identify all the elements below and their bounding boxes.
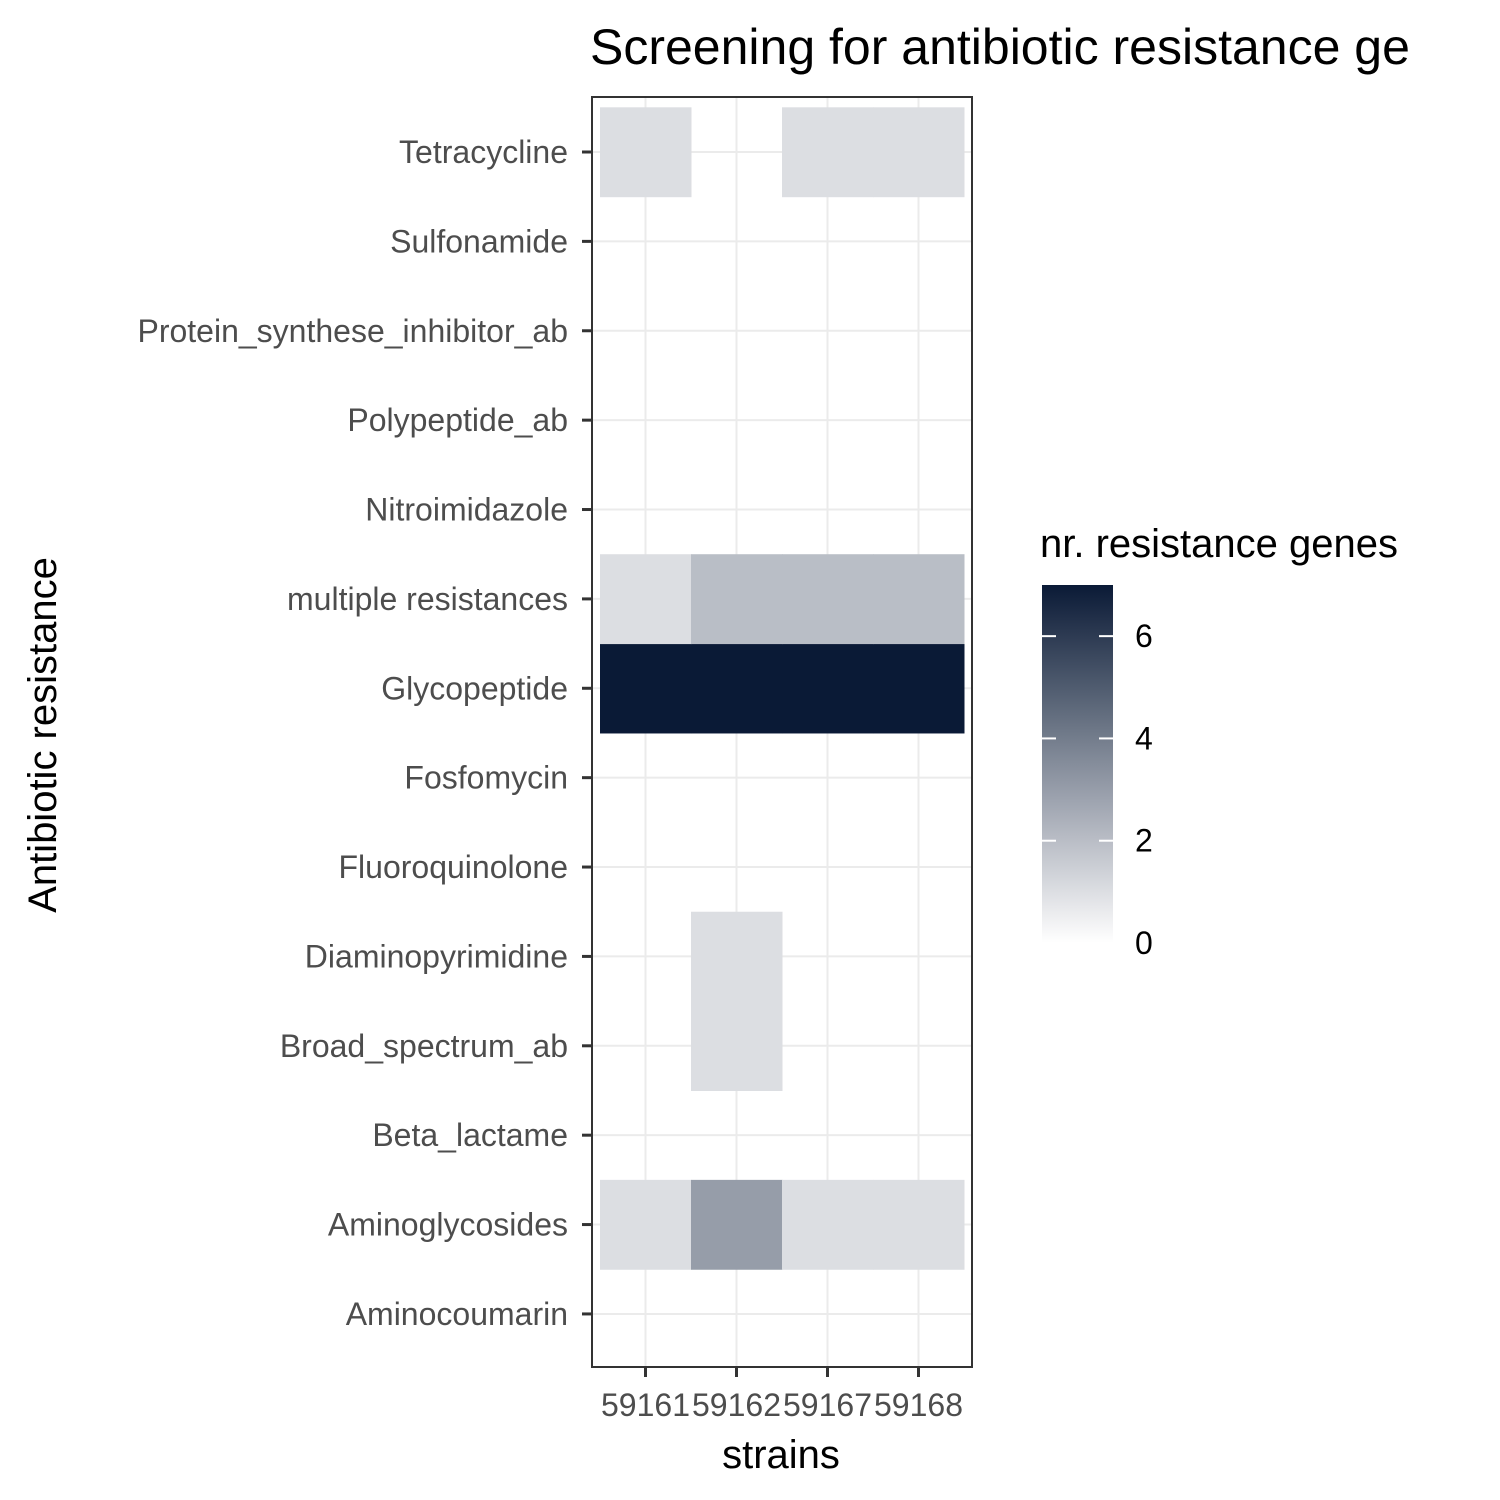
- heatmap-cell: [691, 1001, 783, 1091]
- heatmap-cell: [782, 643, 874, 734]
- legend-break-label: 4: [1135, 720, 1153, 756]
- y-tick-label: Fosfomycin: [404, 760, 568, 796]
- y-tick-label: Beta_lactame: [372, 1117, 568, 1153]
- heatmap-cell: [691, 554, 783, 645]
- heatmap-cell: [691, 1179, 783, 1270]
- legend-title: nr. resistance genes: [1040, 522, 1398, 566]
- heatmap-cell: [600, 643, 692, 734]
- y-tick-label: Glycopeptide: [381, 670, 568, 706]
- heatmap-cell: [873, 643, 965, 734]
- y-tick-label: Nitroimidazole: [365, 492, 568, 528]
- chart-title: Screening for antibiotic resistance ge: [590, 19, 1410, 75]
- legend-break-label: 6: [1135, 618, 1153, 654]
- heatmap-cells: [600, 107, 965, 1270]
- y-tick-label: Aminocoumarin: [346, 1296, 568, 1332]
- heatmap-cell: [782, 1179, 874, 1270]
- y-tick-label: Polypeptide_ab: [347, 402, 568, 438]
- y-tick-label: Aminoglycosides: [328, 1207, 568, 1243]
- heatmap-cell: [782, 554, 874, 645]
- legend-break-label: 2: [1135, 823, 1153, 859]
- heatmap-cell: [691, 911, 783, 1002]
- x-axis: 59161 59162 59167 59168: [601, 1367, 963, 1423]
- heatmap-cell: [600, 1179, 692, 1270]
- color-legend: nr. resistance genes 0 2 4 6: [1040, 522, 1398, 961]
- heatmap-cell: [691, 643, 783, 734]
- panel-border: [591, 96, 973, 1368]
- heatmap-cell: [600, 107, 692, 198]
- y-axis: Aminocoumarin Aminoglycosides Beta_lactame…: [137, 134, 592, 1332]
- x-tick-label: 59161: [601, 1387, 690, 1423]
- y-tick-label: Diaminopyrimidine: [305, 938, 568, 974]
- y-tick-label: Broad_spectrum_ab: [280, 1028, 568, 1064]
- legend-break-label: 0: [1135, 925, 1153, 961]
- y-tick-label: Tetracycline: [399, 134, 568, 170]
- y-tick-label: Fluoroquinolone: [339, 849, 569, 885]
- y-tick-label: multiple resistances: [287, 581, 568, 617]
- x-tick-label: 59168: [874, 1387, 963, 1423]
- heatmap-cell: [873, 107, 965, 198]
- heatmap-cell: [873, 554, 965, 645]
- heatmap-cell: [600, 554, 692, 645]
- x-axis-title: strains: [722, 1433, 840, 1477]
- y-tick-label: Sulfonamide: [390, 223, 568, 259]
- x-tick-label: 59162: [692, 1387, 781, 1423]
- heatmap-cell: [873, 1179, 965, 1270]
- y-tick-label: Protein_synthese_inhibitor_ab: [137, 313, 568, 349]
- legend-colorbar: [1042, 585, 1113, 943]
- heatmap-cell: [782, 107, 874, 198]
- x-tick-label: 59167: [783, 1387, 872, 1423]
- y-axis-title: Antibiotic resistance: [21, 557, 65, 913]
